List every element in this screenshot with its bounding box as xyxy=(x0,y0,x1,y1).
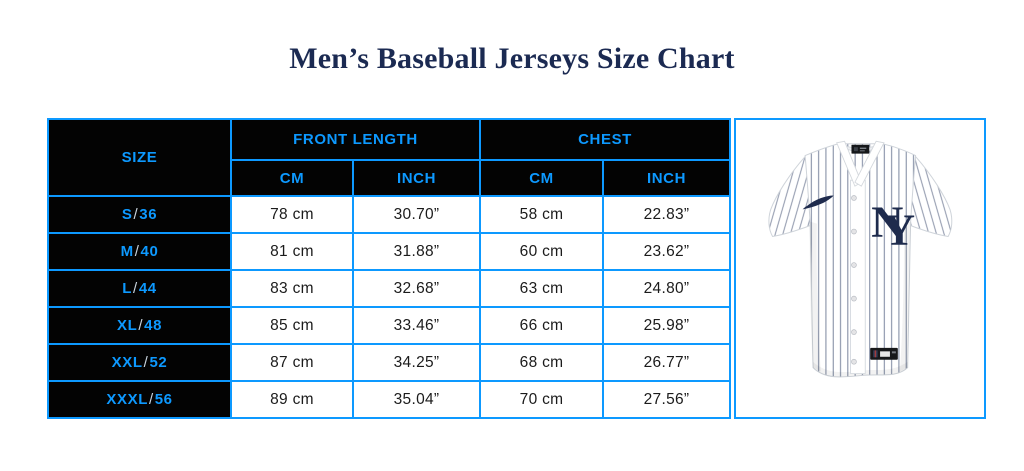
cell-front-cm: 85 cm xyxy=(230,306,354,345)
neck-tag-text-line xyxy=(859,149,865,151)
cell-chest-cm: 70 cm xyxy=(479,380,605,419)
size-slash: / xyxy=(134,243,140,260)
nike-swoosh-icon xyxy=(802,195,834,209)
size-slash: / xyxy=(138,317,144,334)
cell-chest-cm: 66 cm xyxy=(479,306,605,345)
button xyxy=(850,358,857,365)
table-row: XL/48 85 cm 33.46” 66 cm 25.98” xyxy=(47,306,732,345)
cell-front-cm: 87 cm xyxy=(230,343,354,382)
jersey-image-box: N Y xyxy=(734,118,986,419)
size-number: 48 xyxy=(144,317,163,334)
cell-front-cm: 78 cm xyxy=(230,195,354,234)
unit-header-chest-cm: CM xyxy=(479,159,605,197)
jock-tag xyxy=(869,347,898,360)
cell-chest-cm: 63 cm xyxy=(479,269,605,308)
size-prefix: XXXL xyxy=(106,391,148,408)
size-slash: / xyxy=(148,391,154,408)
cell-front-inch: 34.25” xyxy=(351,343,482,382)
unit-header-front-inch: INCH xyxy=(351,159,482,197)
cell-chest-inch: 23.62” xyxy=(602,232,732,271)
table-row: S/36 78 cm 30.70” 58 cm 22.83” xyxy=(47,195,732,234)
neck-tag xyxy=(851,144,869,154)
neck-tag-text-line xyxy=(859,147,866,149)
button xyxy=(850,228,857,234)
button xyxy=(850,328,857,335)
jersey-placket xyxy=(849,179,866,374)
jersey-shade-right xyxy=(899,221,911,372)
size-chart-content: SIZE FRONT LENGTH CHEST CM INCH CM INCH … xyxy=(47,118,986,419)
cell-chest-inch: 22.83” xyxy=(602,195,732,234)
cell-front-inch: 30.70” xyxy=(351,195,482,234)
size-cell: M/40 xyxy=(47,232,232,271)
jersey-left-sleeve xyxy=(768,155,816,237)
size-chart-table: SIZE FRONT LENGTH CHEST CM INCH CM INCH … xyxy=(47,118,732,419)
cell-chest-inch: 24.80” xyxy=(602,269,732,308)
collar-band-right xyxy=(853,140,885,187)
jersey-shade-left xyxy=(809,221,821,372)
size-cell: L/44 xyxy=(47,269,232,308)
cell-front-inch: 35.04” xyxy=(351,380,482,419)
ny-logo: N Y xyxy=(871,196,915,254)
table-row: XXL/52 87 cm 34.25” 68 cm 26.77” xyxy=(47,343,732,382)
button xyxy=(850,194,857,201)
cell-front-cm: 81 cm xyxy=(230,232,354,271)
jersey-image: N Y xyxy=(768,140,952,378)
size-number: 40 xyxy=(140,243,159,260)
placket-buttons xyxy=(850,194,857,365)
neck-tag-label xyxy=(853,146,858,151)
cell-chest-inch: 27.56” xyxy=(602,380,732,419)
column-header-front-length: FRONT LENGTH xyxy=(229,118,482,161)
size-number: 56 xyxy=(154,391,173,408)
ny-logo-letter-y: Y xyxy=(883,204,915,254)
cell-front-inch: 31.88” xyxy=(351,232,482,271)
column-header-size: SIZE xyxy=(47,118,232,197)
button xyxy=(850,261,857,268)
size-slash: / xyxy=(143,354,149,371)
size-prefix: L xyxy=(122,280,133,297)
cell-chest-inch: 26.77” xyxy=(602,343,732,382)
size-cell: XL/48 xyxy=(47,306,232,345)
size-cell: XXXL/56 xyxy=(47,380,232,419)
size-prefix: XXL xyxy=(111,354,143,371)
jersey-right-sleeve xyxy=(904,155,952,237)
table-row: M/40 81 cm 31.88” 60 cm 23.62” xyxy=(47,232,732,271)
cell-front-cm: 83 cm xyxy=(230,269,354,308)
page-title: Men’s Baseball Jerseys Size Chart xyxy=(289,42,735,75)
cell-chest-cm: 68 cm xyxy=(479,343,605,382)
cell-chest-cm: 60 cm xyxy=(479,232,605,271)
cell-front-inch: 32.68” xyxy=(351,269,482,308)
column-header-chest: CHEST xyxy=(479,118,732,161)
cell-front-cm: 89 cm xyxy=(230,380,354,419)
button xyxy=(850,295,857,301)
cell-chest-cm: 58 cm xyxy=(479,195,605,234)
size-prefix: S xyxy=(121,206,133,223)
size-prefix: XL xyxy=(116,317,138,334)
ny-logo-letter-n: N xyxy=(871,196,903,246)
table-row: L/44 83 cm 32.68” 63 cm 24.80” xyxy=(47,269,732,308)
cell-chest-inch: 25.98” xyxy=(602,306,732,345)
unit-header-front-cm: CM xyxy=(230,159,354,197)
size-slash: / xyxy=(133,280,138,297)
size-prefix: M xyxy=(120,243,134,260)
jersey-hem-shade xyxy=(812,361,908,377)
cell-front-inch: 33.46” xyxy=(351,306,482,345)
unit-header-chest-inch: INCH xyxy=(602,159,732,197)
size-slash: / xyxy=(133,206,139,223)
table-row: XXXL/56 89 cm 35.04” 70 cm 27.56” xyxy=(47,380,732,419)
size-cell: XXL/52 xyxy=(47,343,232,382)
size-cell: S/36 xyxy=(47,195,232,234)
size-number: 36 xyxy=(139,206,158,223)
size-number: 44 xyxy=(138,280,157,297)
size-number: 52 xyxy=(149,354,168,371)
